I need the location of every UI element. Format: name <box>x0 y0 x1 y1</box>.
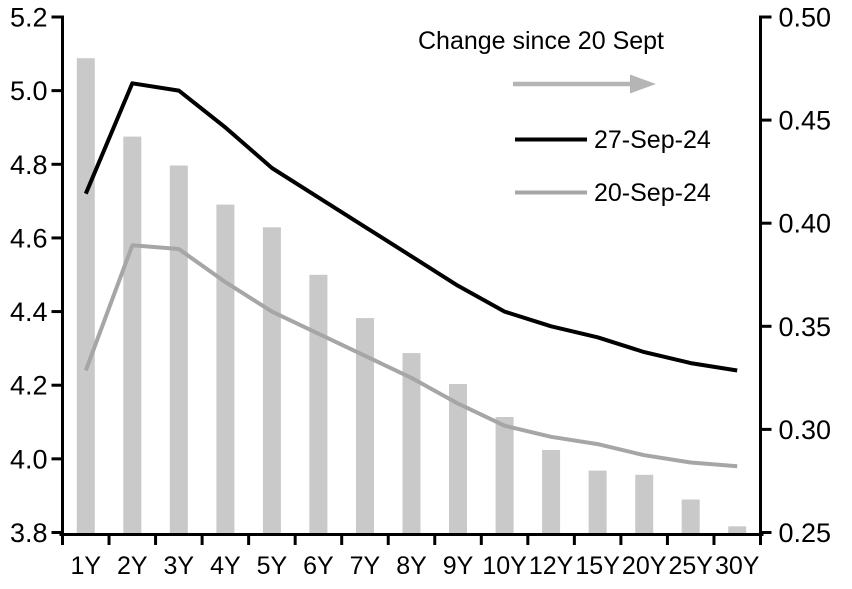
bar-8Y <box>402 353 421 535</box>
x-tick-label-15Y: 15Y <box>575 552 620 580</box>
bar-5Y <box>262 227 281 535</box>
x-tick-label-2Y: 2Y <box>117 552 148 580</box>
x-tick-label-1Y: 1Y <box>70 552 101 580</box>
left-axis-tick-label: 4.6 <box>10 223 48 253</box>
x-tick-label-10Y: 10Y <box>482 552 527 580</box>
x-tick-label-4Y: 4Y <box>210 552 241 580</box>
axes-layer: 5.2 5.0 4.8 4.6 4.4 4.2 4.0 3.8 0.50 0.45 0.40 0.35… <box>10 3 831 581</box>
left-axis-tick-label: 5.2 <box>10 3 48 33</box>
x-tick-label-12Y: 12Y <box>529 552 574 580</box>
legend-label-20-sep: 20-Sep-24 <box>594 179 711 207</box>
right-axis-tick-label: 0.40 <box>779 209 832 239</box>
bar-15Y <box>588 470 607 535</box>
x-tick-label-5Y: 5Y <box>257 552 288 580</box>
left-axis-tick-label: 4.4 <box>10 297 48 327</box>
bar-12Y <box>542 450 561 535</box>
right-axis-tick-label: 0.45 <box>779 106 832 136</box>
bar-2Y <box>123 136 142 535</box>
change-arrow-icon <box>513 74 656 94</box>
bar-10Y <box>495 417 514 535</box>
bars-layer <box>76 58 747 535</box>
x-tick-label-30Y: 30Y <box>715 552 760 580</box>
left-axis-tick-label: 4.0 <box>10 444 48 474</box>
bar-4Y <box>216 204 235 535</box>
bar-3Y <box>169 165 188 535</box>
legend-title: Change since 20 Sept <box>418 27 664 55</box>
series-line-27-sep-24 <box>83 81 738 373</box>
x-tick-label-6Y: 6Y <box>303 552 334 580</box>
x-tick-label-7Y: 7Y <box>350 552 381 580</box>
legend-label-27-sep: 27-Sep-24 <box>594 126 711 154</box>
left-axis-tick-label: 3.8 <box>10 518 48 548</box>
left-axis-tick-label: 4.8 <box>10 150 48 180</box>
bar-25Y <box>681 499 700 535</box>
lines-layer <box>83 81 738 469</box>
bar-9Y <box>449 384 467 535</box>
x-tick-label-20Y: 20Y <box>622 552 667 580</box>
bar-1Y <box>76 58 95 535</box>
bar-6Y <box>309 274 328 535</box>
left-axis-tick-label: 5.0 <box>10 76 48 106</box>
right-axis-tick-label: 0.35 <box>779 312 832 342</box>
x-tick-label-3Y: 3Y <box>164 552 195 580</box>
right-axis-tick-label: 0.50 <box>779 3 832 33</box>
right-axis-tick-label: 0.25 <box>779 518 832 548</box>
x-tick-label-25Y: 25Y <box>668 552 713 580</box>
x-tick-label-8Y: 8Y <box>396 552 427 580</box>
bar-20Y <box>635 474 654 535</box>
left-axis-tick-label: 4.2 <box>10 371 48 401</box>
legend: Change since 20 Sept 27-Sep-24 20-Sep-24 <box>418 27 711 207</box>
bar-30Y <box>728 526 747 535</box>
bar-7Y <box>356 318 374 535</box>
right-axis-tick-label: 0.30 <box>779 415 832 445</box>
arrow-head <box>630 74 656 94</box>
x-tick-label-9Y: 9Y <box>443 552 474 580</box>
series-line-20-sep-24 <box>83 243 738 469</box>
